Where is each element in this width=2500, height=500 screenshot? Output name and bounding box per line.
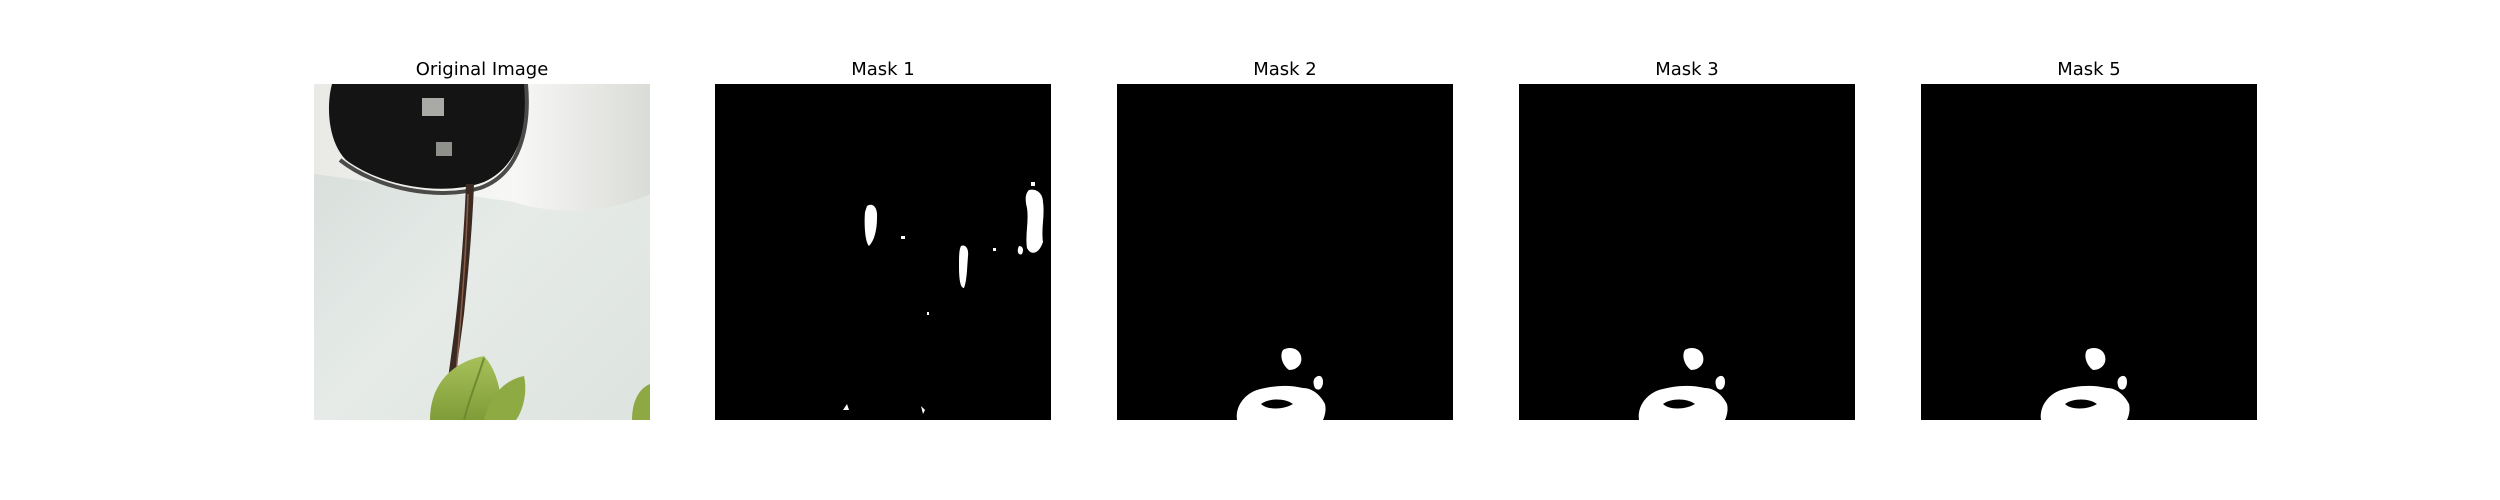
mask-speck [843,404,849,410]
leaf-vein [463,357,485,420]
mask-speck [927,312,929,315]
leaf [484,376,526,420]
mask-image [1921,84,2257,420]
original-photo [314,84,650,420]
mask-blob [1236,385,1326,420]
mask-blob [1715,375,1725,390]
leaf [430,356,501,420]
mask-image [715,84,1051,420]
mask-image [1519,84,1855,420]
mask-blob [2117,375,2127,390]
mask-blob [864,204,878,246]
mask-blob [1025,189,1044,253]
mask-blob [2040,385,2130,420]
panel-title: Mask 5 [2057,59,2121,80]
mask-blob [1638,385,1728,420]
panel-title: Original Image [415,59,549,80]
mask-blob [959,245,969,288]
mask-image [1117,84,1453,420]
pipe-opening [328,84,527,189]
panel-title: Mask 1 [851,59,915,80]
panel-title: Mask 2 [1253,59,1317,80]
mask-blob [1017,246,1023,255]
stream-highlight [455,193,469,375]
mask-blob [1313,375,1323,390]
reflection [422,98,444,116]
pipe-rim [338,84,529,195]
panel-title: Mask 3 [1655,59,1719,80]
mask-blob [1281,348,1302,370]
mask-blob [2085,348,2106,370]
leaf [632,384,650,420]
mask-speck [993,248,996,251]
mask-blob [1683,348,1704,370]
mask-speck [921,406,925,414]
mask-speck [1031,182,1035,186]
reflection [436,142,452,156]
mask-speck [901,236,905,239]
